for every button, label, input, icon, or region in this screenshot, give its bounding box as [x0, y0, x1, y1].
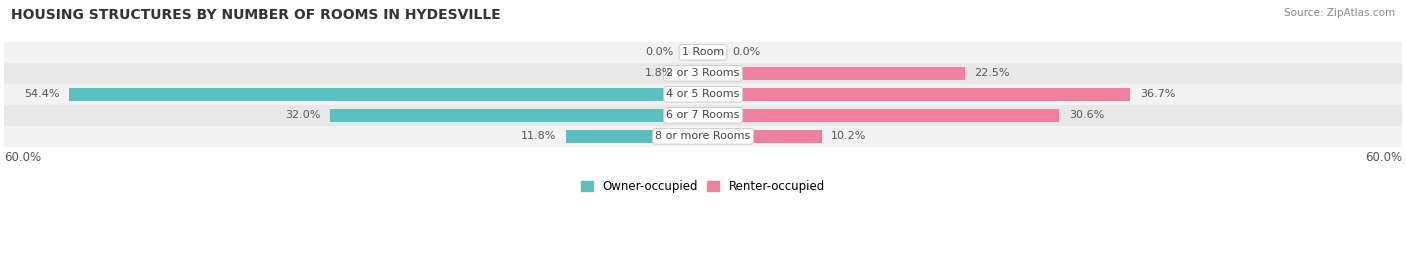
Text: 60.0%: 60.0%: [1365, 151, 1402, 164]
Text: 60.0%: 60.0%: [4, 151, 41, 164]
Bar: [4, 126, 1402, 147]
Bar: [703, 88, 1130, 101]
Text: 1.8%: 1.8%: [644, 68, 672, 78]
Text: 8 or more Rooms: 8 or more Rooms: [655, 131, 751, 141]
Bar: [4, 84, 1402, 105]
Bar: [4, 105, 1402, 126]
Text: 32.0%: 32.0%: [285, 110, 321, 120]
Text: HOUSING STRUCTURES BY NUMBER OF ROOMS IN HYDESVILLE: HOUSING STRUCTURES BY NUMBER OF ROOMS IN…: [11, 8, 501, 22]
Bar: [682, 67, 703, 80]
Text: 6 or 7 Rooms: 6 or 7 Rooms: [666, 110, 740, 120]
Bar: [69, 88, 703, 101]
Text: 2 or 3 Rooms: 2 or 3 Rooms: [666, 68, 740, 78]
Text: 0.0%: 0.0%: [733, 47, 761, 57]
Text: 22.5%: 22.5%: [974, 68, 1010, 78]
Text: 0.0%: 0.0%: [645, 47, 673, 57]
Bar: [4, 42, 1402, 63]
Bar: [703, 67, 965, 80]
Bar: [703, 130, 821, 143]
Text: 30.6%: 30.6%: [1069, 110, 1104, 120]
Text: 54.4%: 54.4%: [24, 89, 60, 99]
Text: 4 or 5 Rooms: 4 or 5 Rooms: [666, 89, 740, 99]
Text: 10.2%: 10.2%: [831, 131, 866, 141]
Bar: [565, 130, 703, 143]
Bar: [703, 109, 1059, 122]
Text: Source: ZipAtlas.com: Source: ZipAtlas.com: [1284, 8, 1395, 18]
Bar: [4, 63, 1402, 84]
Legend: Owner-occupied, Renter-occupied: Owner-occupied, Renter-occupied: [579, 178, 827, 196]
Text: 1 Room: 1 Room: [682, 47, 724, 57]
Bar: [330, 109, 703, 122]
Text: 36.7%: 36.7%: [1140, 89, 1175, 99]
Text: 11.8%: 11.8%: [520, 131, 557, 141]
